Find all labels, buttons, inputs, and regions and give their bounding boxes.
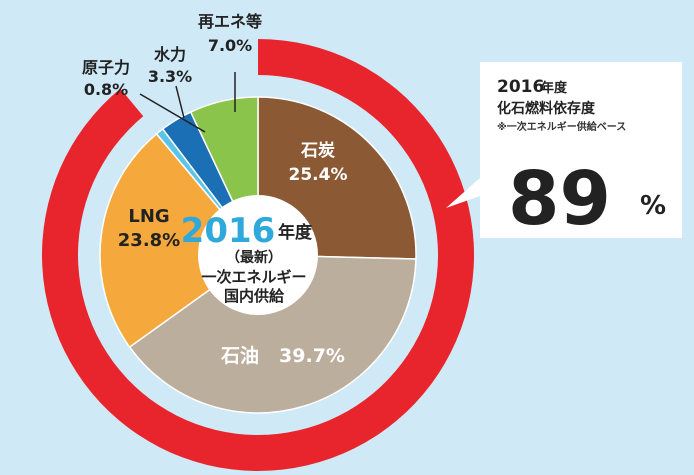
label-lng-name: LNG bbox=[128, 206, 169, 227]
label-hydro-name: 水力 bbox=[154, 45, 186, 64]
label-oil-name: 石油 bbox=[220, 345, 259, 367]
center-year-suffix: 年度 bbox=[278, 222, 313, 243]
label-oil-value: 39.7% bbox=[279, 345, 345, 367]
callout-box bbox=[446, 62, 682, 238]
callout-year: 2016 bbox=[497, 77, 544, 97]
label-nuclear-name: 原子力 bbox=[82, 58, 130, 77]
label-lng-value: 23.8% bbox=[118, 230, 180, 251]
dependency-callout: 2016 年度 化石燃料依存度 ※一次エネルギー供給ベース 89 % bbox=[446, 62, 682, 242]
center-note: （最新） bbox=[226, 249, 282, 266]
center-line2: 国内供給 bbox=[224, 287, 285, 305]
center-line1: 一次エネルギー bbox=[201, 268, 306, 286]
label-renewables-name: 再エネ等 bbox=[198, 12, 262, 31]
slice-lng bbox=[99, 132, 260, 349]
callout-value: 89 bbox=[508, 156, 611, 242]
leader-nuclear bbox=[139, 93, 206, 133]
slice-oil bbox=[128, 254, 417, 414]
center-circle bbox=[198, 195, 318, 315]
callout-note: ※一次エネルギー供給ベース bbox=[497, 120, 626, 133]
callout-year-suffix: 年度 bbox=[541, 80, 568, 96]
label-nuclear-value: 0.8% bbox=[84, 80, 128, 99]
leader-hydro bbox=[175, 85, 185, 119]
label-coal-value: 25.4% bbox=[289, 165, 348, 185]
center-year: 2016 bbox=[181, 211, 276, 251]
callout-title: 化石燃料依存度 bbox=[497, 100, 596, 117]
callout-unit: % bbox=[640, 191, 666, 221]
label-coal-name: 石炭 bbox=[300, 140, 335, 161]
label-hydro-value: 3.3% bbox=[148, 67, 192, 86]
label-renewables-value: 7.0% bbox=[208, 36, 252, 55]
